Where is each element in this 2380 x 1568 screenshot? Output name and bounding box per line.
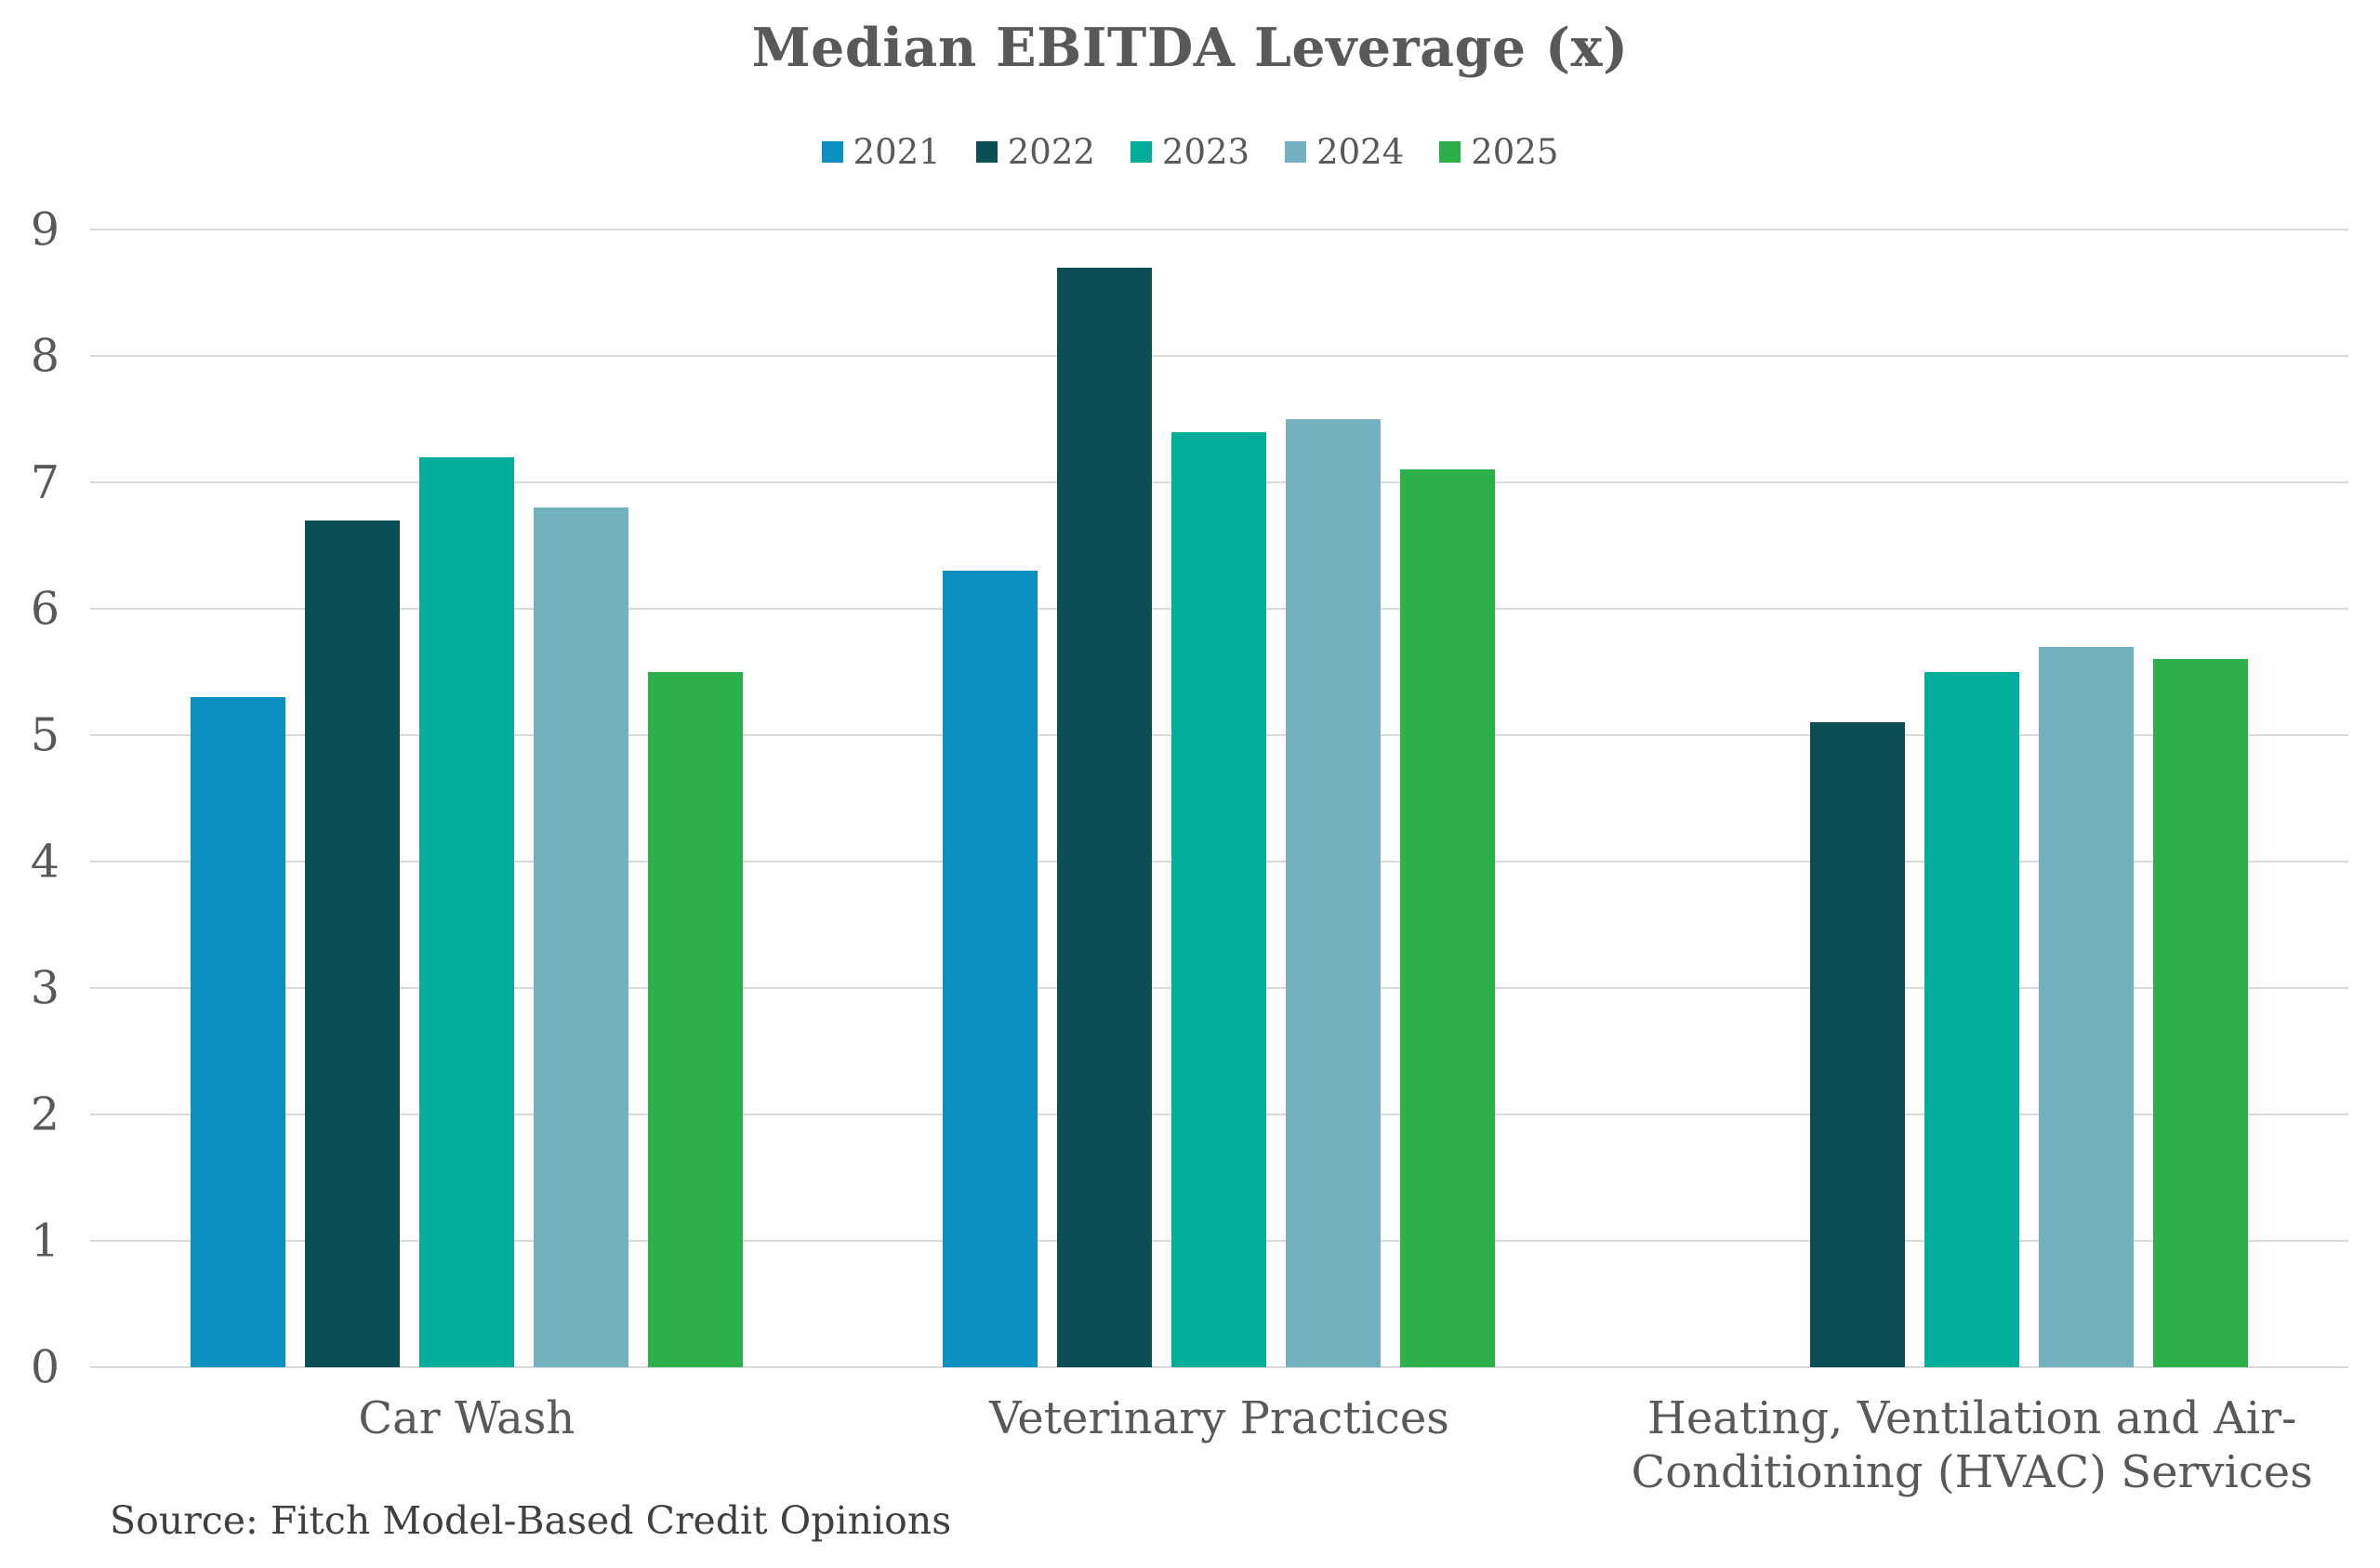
x-axis-label-1: Car Wash: [358, 1392, 575, 1444]
legend-label: 2024: [1316, 132, 1405, 172]
legend-swatch-icon: [821, 141, 843, 163]
legend-item-2021: 2021: [821, 132, 941, 172]
y-tick-label-9: 9: [30, 203, 60, 257]
bar-2025-category-1: [647, 672, 743, 1367]
y-tick-label-8: 8: [30, 329, 60, 383]
bar-group-1: [90, 230, 843, 1367]
bar-2024-category-3: [2039, 646, 2135, 1367]
x-axis-label-2: Veterinary Practices: [989, 1392, 1449, 1444]
bar-2021-category-1: [190, 697, 285, 1367]
y-tick-label-6: 6: [30, 582, 60, 636]
bar-2025-category-2: [1400, 469, 1496, 1367]
legend-swatch-icon: [1439, 141, 1461, 163]
bar-2023-category-3: [1924, 672, 2020, 1367]
y-tick-label-0: 0: [30, 1340, 60, 1394]
bar-group-2: [843, 230, 1596, 1367]
y-tick-label-7: 7: [30, 455, 60, 509]
legend-swatch-icon: [975, 141, 998, 163]
legend-label: 2021: [853, 132, 941, 172]
y-tick-label-3: 3: [30, 961, 60, 1015]
legend-item-2024: 2024: [1285, 132, 1404, 172]
y-tick-label-1: 1: [30, 1214, 60, 1268]
legend-label: 2022: [1007, 132, 1095, 172]
source-note: Source: Fitch Model-Based Credit Opinion…: [110, 1498, 952, 1543]
legend-swatch-icon: [1130, 141, 1152, 163]
gridline-9: [90, 229, 2348, 231]
gridline-8: [90, 355, 2348, 358]
legend-label: 2025: [1471, 132, 1559, 172]
bar-2025-category-3: [2153, 659, 2249, 1367]
bar-2021-category-2: [943, 571, 1038, 1367]
y-tick-label-4: 4: [30, 835, 60, 889]
chart-title: Median EBITDA Leverage (x): [751, 17, 1629, 79]
gridline-0: [90, 1366, 2348, 1368]
legend-item-2025: 2025: [1439, 132, 1558, 172]
bar-2022-category-2: [1057, 267, 1153, 1367]
legend-swatch-icon: [1285, 141, 1307, 163]
bar-group-3: [1595, 230, 2348, 1367]
y-tick-label-5: 5: [30, 708, 60, 762]
bar-2023-category-2: [1171, 431, 1267, 1367]
legend-item-2022: 2022: [975, 132, 1095, 172]
bar-2022-category-1: [304, 520, 400, 1367]
legend: 2021 2022 2023 2024 2025: [0, 132, 2380, 172]
bar-2023-category-1: [418, 456, 514, 1367]
x-axis: Car Wash Veterinary Practices Heating, Ven…: [90, 1391, 2348, 1522]
bar-2024-category-1: [533, 507, 628, 1367]
bar-2022-category-3: [1810, 722, 1906, 1367]
y-tick-label-2: 2: [30, 1087, 60, 1141]
legend-item-2023: 2023: [1130, 132, 1250, 172]
plot-area: [90, 229, 2348, 1368]
bar-2024-category-2: [1286, 419, 1382, 1367]
x-axis-label-3: Heating, Ventilation and Air- Conditionin…: [1631, 1392, 2313, 1498]
legend-label: 2023: [1161, 132, 1250, 172]
